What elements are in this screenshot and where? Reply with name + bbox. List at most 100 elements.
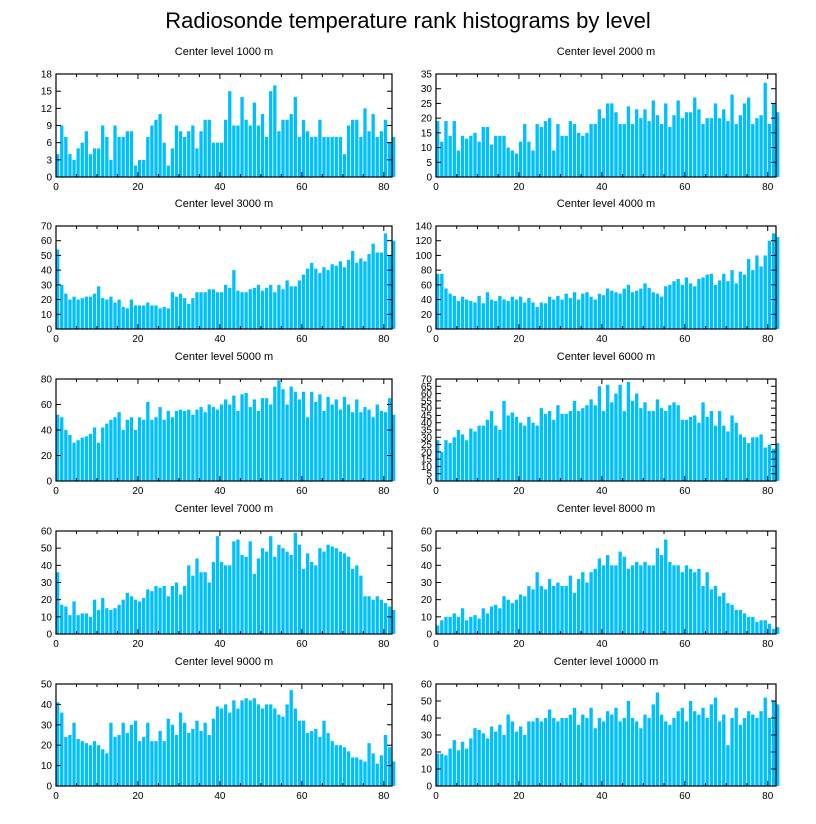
histogram-bar xyxy=(585,405,589,481)
histogram-bar xyxy=(502,135,506,177)
histogram-bar xyxy=(576,132,581,177)
histogram-bar xyxy=(601,721,606,786)
histogram-bar xyxy=(535,124,539,177)
histogram-bar xyxy=(105,753,109,786)
histogram-bar xyxy=(726,281,730,329)
histogram-bar xyxy=(297,720,302,786)
histogram-bar xyxy=(506,301,510,329)
histogram-bar xyxy=(105,608,109,634)
histogram-bar xyxy=(564,293,568,329)
histogram-bar xyxy=(133,430,138,481)
histogram-bar xyxy=(285,119,289,177)
histogram-bar xyxy=(256,558,261,634)
histogram-bar xyxy=(572,124,577,177)
histogram-bar xyxy=(310,561,314,634)
histogram-bar xyxy=(531,302,535,329)
histogram-bar xyxy=(211,561,216,634)
y-tick-label: 3 xyxy=(46,155,52,166)
histogram-bar xyxy=(498,135,502,177)
histogram-bar xyxy=(297,136,302,177)
histogram-bar xyxy=(713,103,718,177)
histogram-bar xyxy=(183,722,187,786)
histogram-bar xyxy=(383,412,388,481)
histogram-bar xyxy=(697,568,701,634)
panel-title: Center level 1000 m xyxy=(175,46,273,58)
histogram-bar xyxy=(269,91,273,177)
histogram-bar xyxy=(142,419,146,481)
histogram-bar xyxy=(693,711,697,786)
histogram-bar xyxy=(215,409,220,481)
histogram-bar xyxy=(305,131,310,177)
histogram-bar xyxy=(444,121,448,177)
histogram-bar xyxy=(219,561,224,634)
histogram-bar xyxy=(84,296,88,329)
histogram-bar xyxy=(203,292,207,329)
histogram-bar xyxy=(88,433,93,481)
histogram-bar xyxy=(498,430,502,481)
histogram-bar xyxy=(297,399,302,481)
histogram-bar xyxy=(494,604,498,634)
histogram-bar xyxy=(597,293,602,329)
histogram-bar xyxy=(738,271,743,329)
histogram-panel: Center level 10000 m 0 20 40 60 80 0 10 20 30 40 50… xyxy=(421,656,780,802)
histogram-bar xyxy=(593,405,597,481)
histogram-bar xyxy=(195,720,199,786)
histogram-bar xyxy=(224,284,228,329)
histogram-bar xyxy=(639,288,643,329)
x-tick-label: 60 xyxy=(296,182,308,193)
histogram-bar xyxy=(552,419,556,481)
histogram-bar xyxy=(342,396,347,481)
histogram-bar xyxy=(568,411,573,481)
histogram-bar xyxy=(125,419,129,481)
histogram-bar xyxy=(688,416,693,481)
histogram-bar xyxy=(96,745,101,786)
histogram-bar xyxy=(64,136,68,177)
histogram-bar xyxy=(248,407,252,481)
histogram-bar xyxy=(211,407,216,481)
histogram-bar xyxy=(618,721,622,786)
histogram-bar xyxy=(556,582,560,634)
histogram-bar xyxy=(101,125,105,177)
histogram-bar xyxy=(560,299,564,329)
histogram-bar xyxy=(314,728,318,786)
histogram-bar xyxy=(523,735,527,786)
histogram-bar xyxy=(489,606,494,634)
histogram-bar xyxy=(523,425,527,481)
histogram-bar xyxy=(158,114,162,177)
y-tick-label: 30 xyxy=(421,84,433,95)
histogram-bar xyxy=(88,154,93,177)
histogram-bar xyxy=(293,96,297,177)
histogram-bar xyxy=(738,724,743,786)
histogram-bar xyxy=(539,126,544,177)
histogram-bar xyxy=(281,389,285,481)
histogram-bar xyxy=(734,283,738,329)
histogram-bar xyxy=(705,118,709,177)
histogram-bar xyxy=(502,735,506,786)
histogram-bar xyxy=(448,616,452,634)
histogram-bar xyxy=(375,763,379,786)
histogram-bar xyxy=(392,609,396,634)
histogram-bar xyxy=(387,606,392,634)
histogram-bar xyxy=(178,712,183,786)
histogram-bar xyxy=(248,541,252,634)
y-tick-label: 60 xyxy=(41,400,53,411)
histogram-bar xyxy=(763,447,767,481)
histogram-bar xyxy=(150,591,154,634)
histogram-bar xyxy=(84,743,88,786)
y-tick-label: 0 xyxy=(46,325,52,336)
histogram-bar xyxy=(647,718,651,786)
histogram-bar xyxy=(547,296,552,329)
x-tick-label: 80 xyxy=(762,182,774,193)
histogram-bar xyxy=(668,724,672,786)
histogram-bar xyxy=(635,109,639,177)
histogram-bar xyxy=(273,708,277,786)
histogram-bar xyxy=(367,253,371,329)
y-tick-label: 15 xyxy=(421,128,433,139)
histogram-bar xyxy=(643,714,647,786)
histogram-bar xyxy=(170,585,175,634)
histogram-bar xyxy=(635,393,639,481)
histogram-bar xyxy=(101,427,105,481)
histogram-bar xyxy=(215,292,220,329)
histogram-bar xyxy=(751,437,755,481)
histogram-bar xyxy=(701,402,705,481)
